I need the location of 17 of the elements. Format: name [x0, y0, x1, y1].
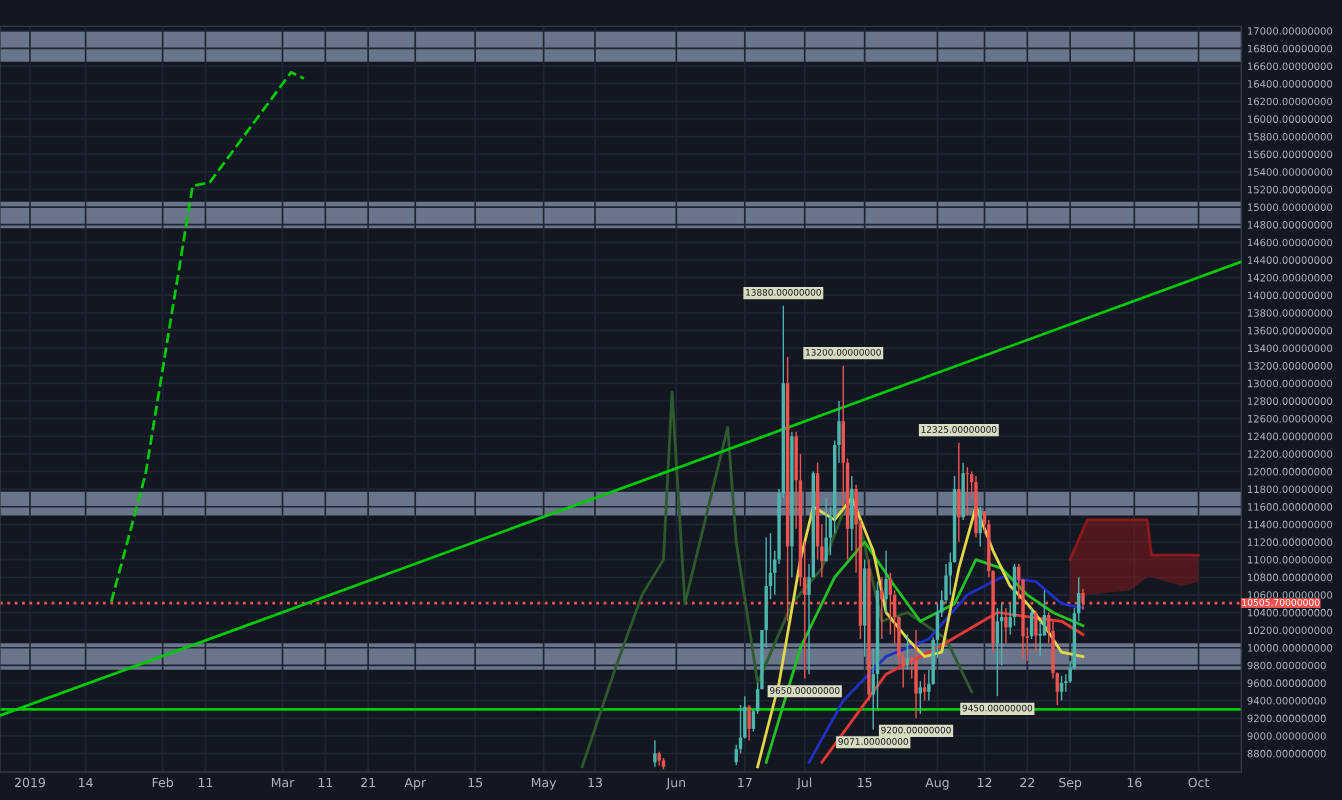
- candlestick: [1034, 610, 1038, 653]
- candlestick: [653, 739, 657, 768]
- candlestick: [961, 461, 965, 521]
- candlestick: [914, 629, 918, 719]
- candlestick: [1004, 607, 1008, 645]
- candlestick: [918, 680, 923, 715]
- line-series: [764, 540, 1085, 764]
- candlestick: [850, 475, 854, 552]
- candlestick: [922, 673, 927, 702]
- line-series: [109, 70, 306, 604]
- candlestick: [1059, 675, 1064, 702]
- candlestick: [965, 466, 970, 517]
- candlestick: [824, 497, 828, 563]
- candlestick: [880, 576, 884, 640]
- candlestick: [957, 442, 961, 543]
- candlestick: [884, 550, 888, 614]
- candlestick: [747, 704, 751, 741]
